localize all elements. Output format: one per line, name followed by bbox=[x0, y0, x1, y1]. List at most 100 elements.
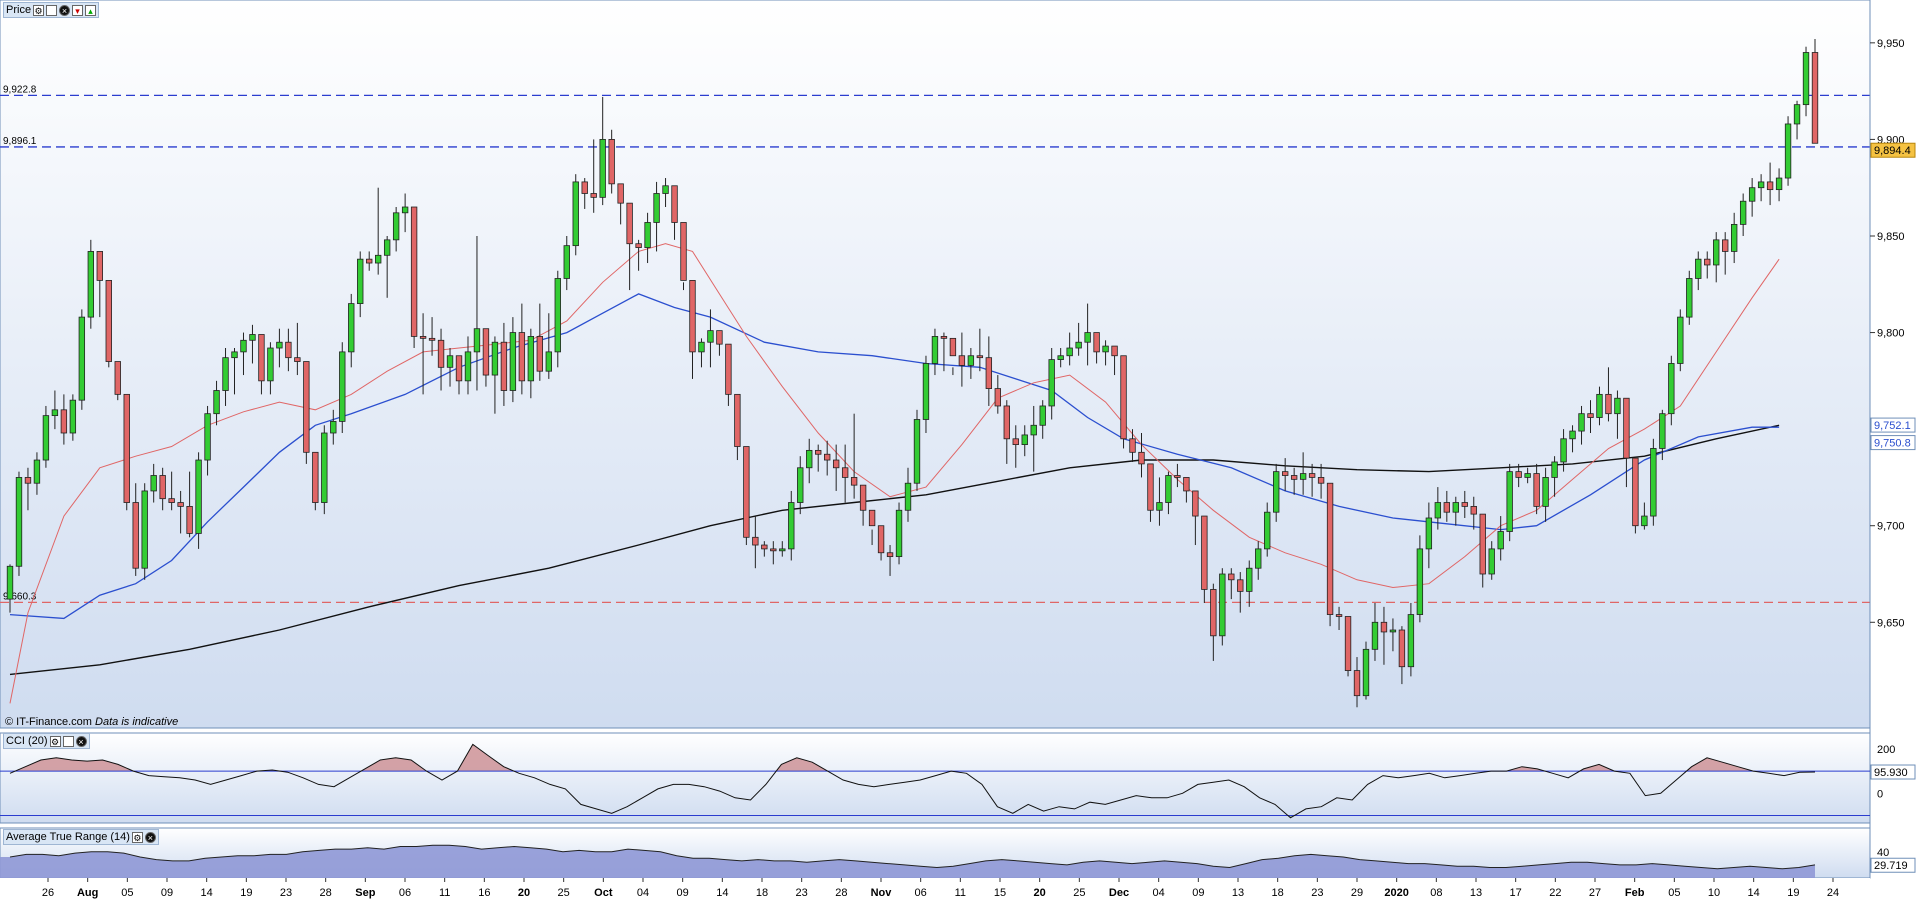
bullish-candle-body bbox=[806, 449, 813, 469]
bullish-candle-body bbox=[922, 363, 930, 420]
x-tick-label: 28 bbox=[320, 887, 332, 899]
candle bbox=[671, 185, 678, 240]
bullish-candle-body bbox=[375, 254, 382, 264]
candle bbox=[1165, 471, 1172, 515]
bearish-candle-body bbox=[1380, 621, 1388, 633]
cci-panel-title[interactable]: CCI (20) ⚙ × bbox=[3, 733, 90, 749]
x-tick-label: 16 bbox=[478, 887, 490, 899]
bearish-candle-body bbox=[1461, 502, 1468, 507]
candle bbox=[1533, 463, 1540, 515]
candle bbox=[689, 280, 696, 379]
bearish-candle-body bbox=[1111, 345, 1118, 357]
bearish-candle-body bbox=[716, 330, 723, 345]
price-value-label: 9,894.4 bbox=[1874, 145, 1911, 157]
bearish-candle-body bbox=[1093, 332, 1100, 353]
candle bbox=[1784, 116, 1792, 186]
candle bbox=[428, 317, 436, 356]
candle bbox=[231, 348, 238, 395]
bullish-candle-body bbox=[545, 351, 552, 372]
candle bbox=[321, 425, 328, 515]
bullish-candle-body bbox=[1659, 413, 1666, 449]
window-icon[interactable] bbox=[62, 735, 74, 747]
candle bbox=[877, 525, 885, 561]
candle bbox=[725, 343, 732, 406]
atr-panel-title[interactable]: Average True Range (14) ⚙ × bbox=[3, 829, 159, 845]
bullish-candle-body bbox=[1075, 341, 1082, 349]
bearish-candle-body bbox=[123, 393, 130, 503]
candle bbox=[1713, 232, 1720, 283]
candle bbox=[6, 564, 14, 613]
x-tick-label: 06 bbox=[915, 887, 927, 899]
window-icon[interactable] bbox=[46, 4, 58, 16]
x-tick-label: Aug bbox=[77, 887, 98, 899]
candle bbox=[1380, 606, 1388, 665]
bullish-candle-body bbox=[51, 409, 59, 417]
candle bbox=[446, 348, 454, 387]
bullish-candle-body bbox=[698, 341, 705, 353]
bearish-candle-body bbox=[1138, 451, 1145, 465]
candle bbox=[590, 139, 597, 213]
down-arrow-icon[interactable]: ▾ bbox=[72, 4, 84, 16]
candle bbox=[1488, 541, 1495, 580]
price-right-labels: 9,894.4 9,752.1 9,750.8 bbox=[1870, 142, 1916, 451]
price-title-text: Price bbox=[6, 4, 32, 16]
bullish-candle-body bbox=[1542, 477, 1549, 507]
bullish-candle-body bbox=[141, 490, 148, 569]
candle bbox=[698, 338, 705, 368]
candle bbox=[473, 235, 481, 391]
bullish-candle-body bbox=[1641, 515, 1648, 527]
bearish-candle-body bbox=[285, 341, 292, 359]
candle bbox=[1775, 168, 1783, 202]
close-icon[interactable]: × bbox=[59, 4, 71, 16]
candle bbox=[482, 328, 490, 387]
candle bbox=[1210, 583, 1217, 661]
bullish-candle-body bbox=[1425, 517, 1433, 550]
up-arrow-icon[interactable]: ▴ bbox=[85, 4, 97, 16]
close-icon[interactable]: × bbox=[75, 735, 87, 747]
candle bbox=[1802, 46, 1810, 117]
candle bbox=[1605, 367, 1612, 422]
bullish-candle-body bbox=[1389, 629, 1397, 633]
price-value-label: 9,752.1 bbox=[1874, 420, 1911, 432]
wrench-icon[interactable]: ⚙ bbox=[131, 831, 143, 843]
price-value-label: 9,750.8 bbox=[1874, 438, 1911, 450]
candle bbox=[1416, 535, 1424, 623]
candle bbox=[1560, 429, 1567, 472]
bullish-candle-body bbox=[707, 330, 714, 343]
close-icon[interactable]: × bbox=[144, 831, 156, 843]
x-tick-label: 19 bbox=[1787, 887, 1799, 899]
bullish-candle-body bbox=[527, 336, 535, 382]
bearish-candle-body bbox=[877, 525, 885, 554]
bearish-candle-body bbox=[832, 459, 840, 469]
x-tick-label: 19 bbox=[240, 887, 252, 899]
bearish-candle-body bbox=[1290, 475, 1298, 480]
candle bbox=[1335, 606, 1343, 631]
candle bbox=[716, 330, 723, 356]
candle bbox=[141, 483, 148, 580]
candle bbox=[734, 393, 741, 461]
x-tick-label: 14 bbox=[201, 887, 213, 899]
candle bbox=[841, 444, 849, 503]
candle bbox=[599, 96, 606, 206]
bullish-candle-body bbox=[904, 482, 912, 511]
bullish-candle-body bbox=[1739, 200, 1747, 225]
wrench-icon[interactable]: ⚙ bbox=[33, 4, 45, 16]
wrench-icon[interactable]: ⚙ bbox=[49, 735, 61, 747]
candle bbox=[1389, 618, 1397, 652]
candle bbox=[491, 336, 499, 414]
y-tick-label: 9,800 bbox=[1877, 328, 1905, 340]
price-panel-title[interactable]: Price ⚙ × ▾ ▴ bbox=[3, 2, 100, 18]
bearish-candle-body bbox=[734, 393, 741, 447]
candle bbox=[96, 251, 103, 318]
bullish-candle-body bbox=[797, 467, 804, 503]
bearish-candle-body bbox=[1210, 589, 1217, 637]
candle bbox=[1497, 516, 1504, 561]
bearish-candle-body bbox=[428, 337, 436, 341]
bullish-candle-body bbox=[1802, 52, 1810, 106]
x-tick-label: 11 bbox=[955, 887, 966, 899]
bearish-candle-body bbox=[1443, 502, 1450, 513]
bearish-candle-body bbox=[689, 280, 696, 353]
bearish-candle-body bbox=[1515, 471, 1522, 478]
bearish-candle-body bbox=[1587, 413, 1594, 418]
